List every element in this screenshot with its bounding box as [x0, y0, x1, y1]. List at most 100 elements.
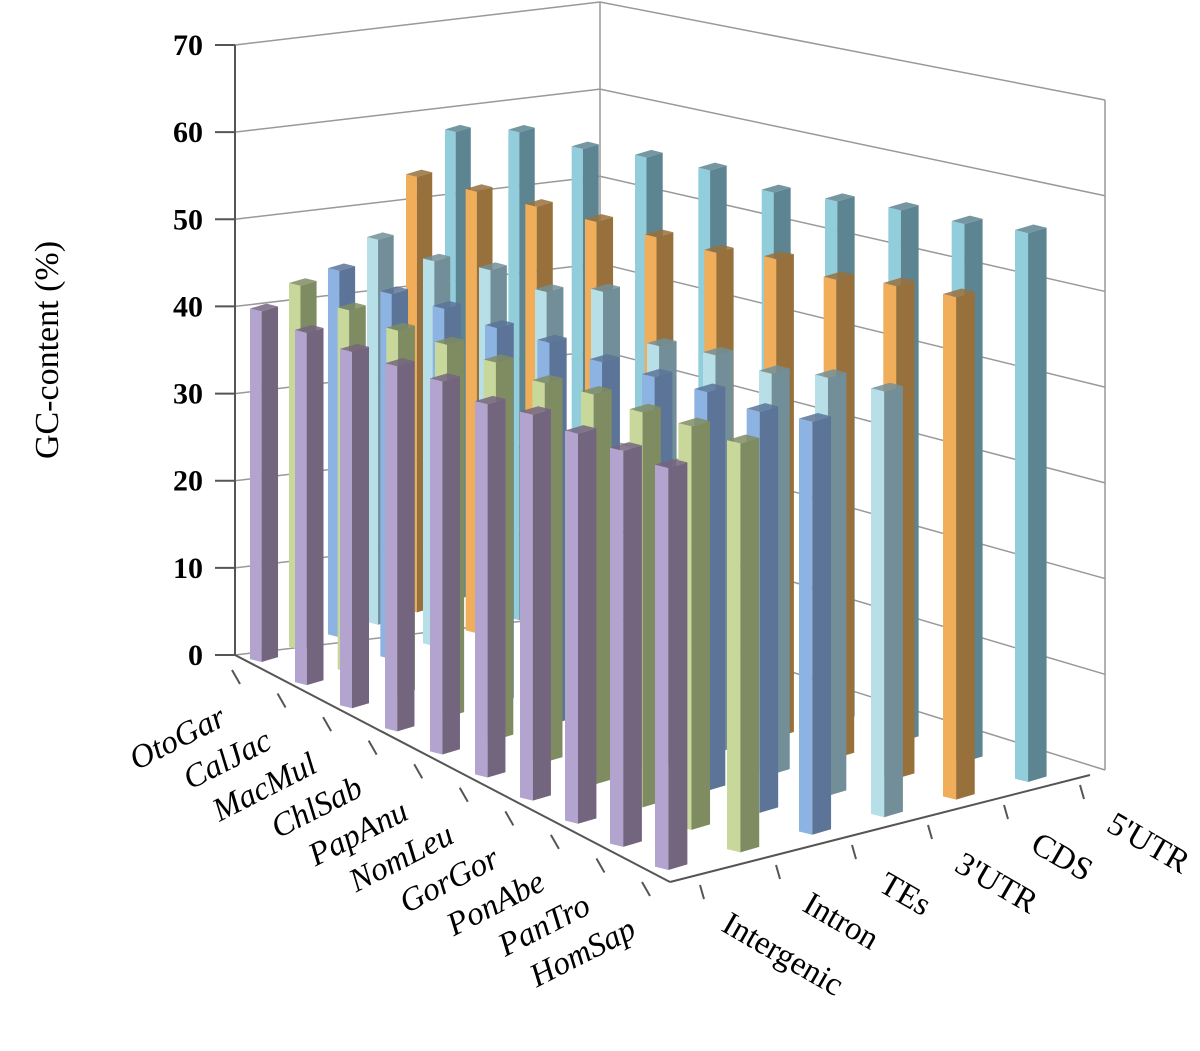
category-tick-mark: [550, 834, 560, 850]
bar-top-face: [727, 434, 760, 444]
bar-top-face: [525, 199, 553, 207]
series-label: 5'UTR: [1101, 806, 1196, 881]
series-tick-mark: [1003, 804, 1009, 820]
bar-top-face: [703, 346, 734, 356]
category-tick-mark: [322, 716, 332, 732]
bar-front-face: [475, 401, 488, 778]
bar-3'UTR-HomSap: [871, 382, 903, 818]
bar-side-face: [884, 386, 903, 818]
bar-side-face: [442, 376, 460, 755]
y-tick-label: 50: [173, 203, 203, 236]
bar-Intergenic-CalJac: [295, 325, 324, 686]
category-tick-mark: [595, 857, 606, 873]
bar-top-face: [532, 374, 563, 384]
bar-side-face: [532, 409, 551, 801]
bar-Intergenic-PapAnu: [430, 373, 460, 755]
bar-top-face: [475, 395, 506, 405]
y-tick-label: 40: [173, 290, 203, 323]
bar-top-face: [289, 278, 317, 286]
series-tick-mark: [699, 884, 705, 900]
bar-top-face: [698, 162, 727, 171]
bar-top-face: [435, 336, 465, 345]
bar-front-face: [295, 329, 307, 686]
bar-front-face: [465, 188, 477, 634]
bar-front-face: [943, 293, 957, 800]
bar-top-face: [430, 373, 460, 382]
bar-Intergenic-MacMul: [340, 343, 369, 709]
series-tick-mark: [775, 864, 781, 880]
bar-front-face: [871, 388, 885, 818]
bar-front-face: [328, 268, 340, 638]
bar-5'UTR-HomSap: [1015, 224, 1047, 782]
bar-top-face: [432, 301, 461, 309]
bar-top-face: [423, 253, 451, 262]
bar-top-face: [642, 368, 673, 378]
bar-top-face: [483, 354, 514, 363]
bar-Intergenic-PonAbe: [565, 425, 597, 824]
bar-top-face: [535, 284, 564, 293]
bar-top-face: [295, 325, 324, 333]
series-label: CDS: [1025, 826, 1099, 889]
bar-Intergenic-OtoGar: [250, 303, 279, 662]
category-tick-mark: [231, 669, 241, 685]
bar-top-face: [485, 320, 514, 329]
category-tick-mark: [504, 810, 515, 826]
series-label: Intron: [797, 886, 885, 958]
bar-front-face: [430, 378, 443, 755]
y-tick-label: 60: [173, 116, 203, 149]
bar-Intergenic-HomSap: [655, 459, 688, 870]
bar-top-face: [1015, 224, 1047, 234]
gridline-left: [234, 1, 601, 46]
bar-top-face: [746, 403, 779, 412]
gridline-right: [599, 1, 1106, 101]
y-tick-label: 10: [173, 552, 203, 585]
bar-top-face: [678, 417, 711, 427]
axis-labels: 010203040506070OtoGarCalJacMacMulChlSabP…: [124, 29, 1196, 1004]
bar-top-face: [647, 337, 677, 347]
y-tick-label: 0: [188, 639, 203, 672]
bar-side-face: [707, 386, 726, 791]
bar-top-face: [943, 288, 975, 298]
bar-side-face: [691, 420, 711, 830]
bar-top-face: [385, 358, 415, 367]
bar-top-face: [764, 251, 794, 260]
bar-top-face: [815, 369, 847, 378]
bar-front-face: [520, 411, 533, 801]
bar-top-face: [565, 425, 597, 434]
bar-top-face: [694, 383, 726, 393]
bar-top-face: [589, 354, 620, 363]
bar-side-face: [1028, 227, 1047, 782]
bar-top-face: [655, 459, 688, 468]
bar-front-face: [799, 418, 813, 835]
bar-top-face: [629, 403, 661, 413]
bar-top-face: [508, 125, 535, 133]
bar-top-face: [823, 271, 855, 280]
bar-CDS-HomSap: [943, 288, 975, 800]
bar-front-face: [340, 348, 352, 709]
gridline-right: [599, 88, 1106, 197]
bar-top-face: [799, 413, 832, 422]
bar-top-face: [585, 214, 614, 222]
bar-top-face: [888, 202, 919, 211]
y-tick-label: 70: [173, 29, 203, 62]
bar-side-face: [956, 291, 975, 800]
bars: [250, 124, 1047, 870]
y-tick-label: 30: [173, 378, 203, 411]
floor-front-left-edge: [234, 654, 671, 883]
bar-Intergenic-NomLeu: [475, 395, 506, 778]
category-tick-mark: [367, 740, 378, 756]
bar-top-face: [340, 343, 369, 352]
category-tick-mark: [458, 787, 469, 803]
bar-top-face: [537, 334, 567, 343]
bar-front-face: [250, 308, 262, 662]
bar-side-face: [759, 406, 779, 813]
bar-side-face: [578, 428, 597, 824]
bar-side-face: [487, 399, 506, 778]
bar-front-face: [610, 447, 624, 847]
bar-top-face: [825, 193, 855, 202]
bar-top-face: [591, 283, 620, 292]
bar-Intergenic-ChlSab: [385, 358, 415, 732]
y-tick-label: 20: [173, 465, 203, 498]
bar-top-face: [759, 365, 790, 374]
bar-top-face: [761, 184, 791, 193]
